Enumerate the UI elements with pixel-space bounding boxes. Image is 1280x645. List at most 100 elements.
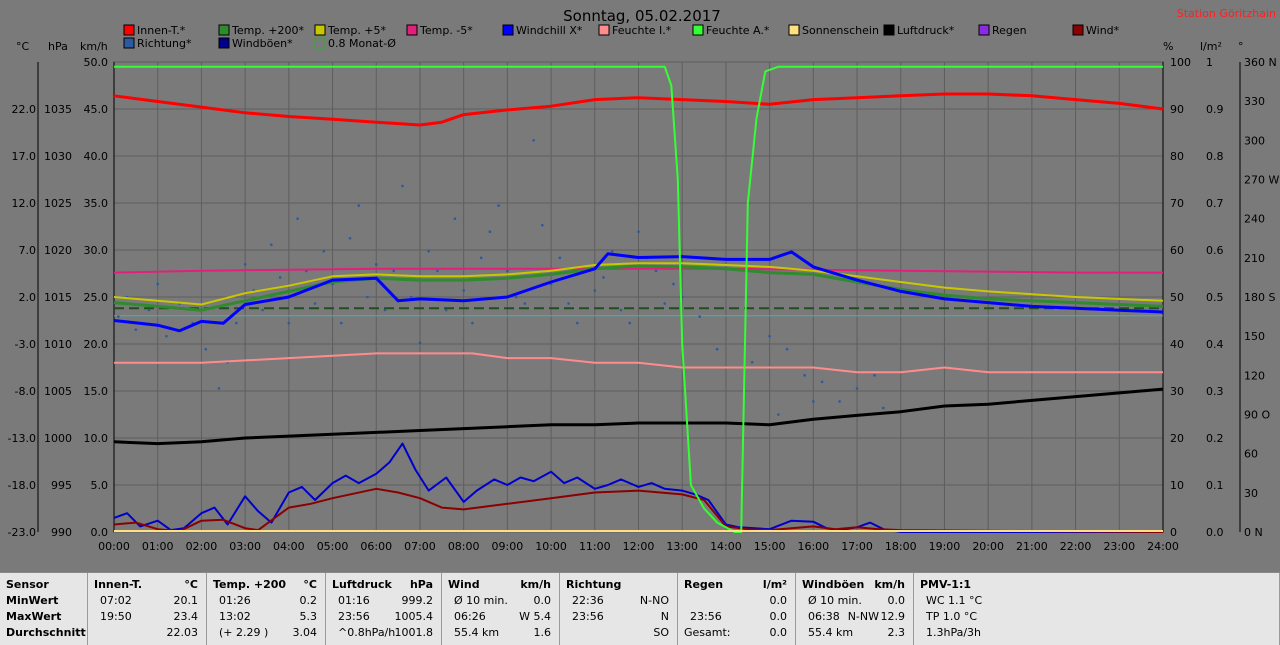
tick-label: 990 xyxy=(51,526,72,539)
tick-label: 180 S xyxy=(1244,291,1275,304)
stats-value: 0.2 xyxy=(299,594,318,607)
stats-cell: 06:38 xyxy=(808,610,840,623)
series-point-richtung xyxy=(366,295,369,299)
legend-swatch xyxy=(598,24,610,36)
series-line-temp-5 xyxy=(113,262,1164,306)
x-tick-label: 08:00 xyxy=(448,540,480,553)
tick-label: 7.0 xyxy=(19,244,37,257)
stats-cell: Ø 10 min. xyxy=(808,594,862,607)
tick-label: 120 xyxy=(1244,369,1265,382)
x-tick-label: 11:00 xyxy=(579,540,611,553)
x-tick-label: 03:00 xyxy=(229,540,261,553)
tick-label: 0.9 xyxy=(1206,103,1224,116)
series-line-wind xyxy=(113,487,1164,533)
x-tick-label: 23:00 xyxy=(1103,540,1135,553)
stats-value: 0.0 xyxy=(769,594,788,607)
legend-label: Temp. +5* xyxy=(327,24,387,37)
tick-label: -8.0 xyxy=(15,385,36,398)
unit-celsius: °C xyxy=(16,40,30,53)
x-tick-label: 18:00 xyxy=(885,540,917,553)
tick-label: 10 xyxy=(1170,479,1184,492)
series-point-richtung xyxy=(134,328,138,331)
stats-cell: WC 1.1 °C xyxy=(926,594,983,607)
stats-cell: Ø 10 min. xyxy=(454,594,508,607)
series-point-richtung xyxy=(471,321,474,325)
stats-column: Sensor MinWert MaxWert Durchschnitt xyxy=(0,573,88,645)
tick-label: 30 xyxy=(1244,487,1258,500)
legend-swatch xyxy=(218,37,230,49)
unit-lm2: l/m² xyxy=(1200,40,1222,53)
stats-cell: MinWert xyxy=(6,594,59,607)
series-point-richtung xyxy=(558,256,562,260)
tick-label: 90 O xyxy=(1244,409,1270,422)
tick-label: 995 xyxy=(51,479,72,492)
stats-header: Sensor xyxy=(6,578,49,591)
stats-cell: MaxWert xyxy=(6,610,62,623)
series-point-richtung xyxy=(392,269,396,273)
stats-value: 0.0 xyxy=(769,626,788,639)
x-tick-label: 10:00 xyxy=(535,540,567,553)
series-point-richtung xyxy=(427,250,431,253)
tick-label: 1000 xyxy=(44,432,72,445)
tick-label: 90 xyxy=(1170,103,1184,116)
series-point-richtung xyxy=(462,289,465,292)
series-point-richtung xyxy=(838,400,841,403)
stats-header: Wind xyxy=(448,578,480,591)
series-point-richtung xyxy=(567,302,570,305)
series-point-richtung xyxy=(287,321,291,325)
series-point-richtung xyxy=(348,236,352,240)
tick-label: 2.0 xyxy=(19,291,37,304)
tick-label: 0.4 xyxy=(1206,338,1224,351)
x-tick-label: 01:00 xyxy=(142,540,174,553)
tick-label: 30 xyxy=(1170,385,1184,398)
stats-column: Innen-T. °C 07:02 20.1 19:50 23.4 22.03 xyxy=(88,573,207,645)
stats-value: SO xyxy=(653,626,669,639)
legend-swatch xyxy=(1072,24,1084,36)
stats-column: Regen l/m² 0.0 23:56 0.0 Gesamt: 0.0 xyxy=(678,573,796,645)
stats-cell: N-NW xyxy=(847,610,879,623)
unit-headers: °C hPa km/h % l/m² ° xyxy=(16,40,1244,53)
series-point-richtung xyxy=(217,387,221,390)
legend-swatch xyxy=(314,24,326,36)
tick-label: 1025 xyxy=(44,197,72,210)
x-tick-label: 24:00 xyxy=(1147,540,1179,553)
series-point-richtung xyxy=(602,276,605,279)
series-point-richtung xyxy=(418,341,422,344)
stats-header: Windböen xyxy=(802,578,865,591)
tick-label: 5.0 xyxy=(91,479,109,492)
x-tick-label: 07:00 xyxy=(404,540,436,553)
stats-header: Regen xyxy=(684,578,724,591)
series-point-richtung xyxy=(147,308,151,312)
legend-label: Windböen* xyxy=(232,37,293,50)
x-tick-label: 05:00 xyxy=(317,540,349,553)
stats-header: Luftdruck xyxy=(332,578,392,591)
reference-lines xyxy=(114,307,1163,317)
chart-title: Sonntag, 05.02.2017 xyxy=(563,7,721,25)
tick-label: 360 N xyxy=(1244,56,1277,69)
series-point-richtung xyxy=(750,360,754,364)
legend-label: Feuchte I.* xyxy=(612,24,672,37)
series-point-richtung xyxy=(339,321,343,325)
tick-label: 210 xyxy=(1244,252,1265,265)
stats-cell: 23:56 xyxy=(338,610,370,623)
x-tick-label: 15:00 xyxy=(754,540,786,553)
tick-label: 0 N xyxy=(1244,526,1263,539)
tick-label: 100 xyxy=(1170,56,1191,69)
series-point-richtung xyxy=(506,269,509,273)
stats-value: 20.1 xyxy=(173,594,199,607)
series-point-richtung xyxy=(444,308,448,312)
tick-label: 1 xyxy=(1206,56,1213,69)
tick-label: 0.5 xyxy=(1206,291,1224,304)
tick-label: 17.0 xyxy=(12,150,37,163)
series-point-richtung xyxy=(663,302,667,305)
tick-label: -18.0 xyxy=(8,479,36,492)
tick-label: 300 xyxy=(1244,134,1265,147)
tick-label: 60 xyxy=(1244,448,1258,461)
stats-column: Temp. +200 °C 01:26 0.2 13:02 5.3 (+ 2.29 ) 3.0… xyxy=(207,573,326,645)
legend-label: Luftdruck* xyxy=(897,24,955,37)
unit-percent: % xyxy=(1163,40,1173,53)
series-point-richtung xyxy=(270,243,273,247)
legend-label: Temp. +200* xyxy=(231,24,305,37)
legend-label: Wind* xyxy=(1086,24,1120,37)
tick-label: 25.0 xyxy=(84,291,109,304)
